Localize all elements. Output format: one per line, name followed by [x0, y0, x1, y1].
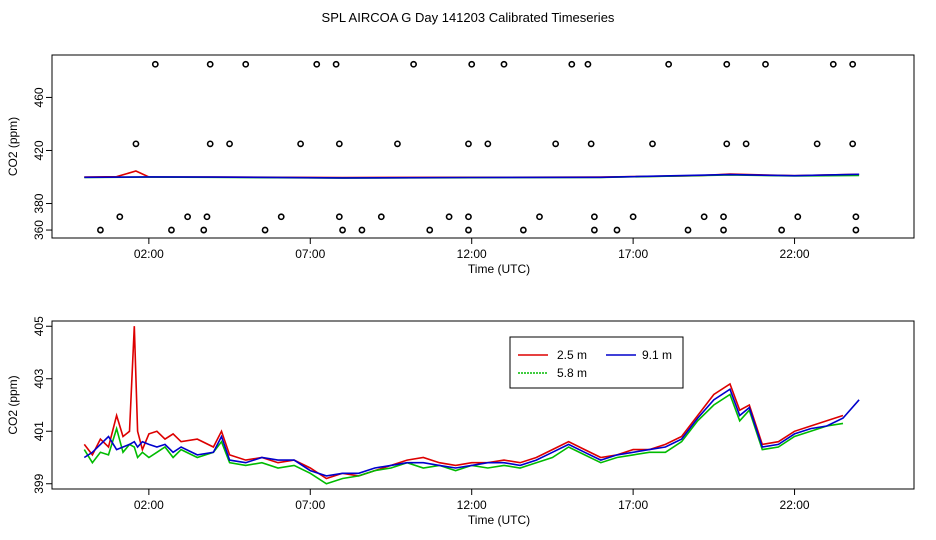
data-point	[445, 213, 453, 221]
data-point	[849, 60, 857, 68]
series-line-2	[83, 387, 860, 477]
data-point	[151, 60, 159, 68]
legend: 2.5 m 9.1 m 5.8 m	[509, 336, 684, 389]
data-point	[762, 60, 769, 68]
data-point	[813, 140, 821, 148]
data-point	[584, 60, 592, 68]
data-point	[465, 140, 472, 148]
x-axis-label: Time (UTC)	[468, 513, 530, 527]
y-tick-label: 405	[32, 316, 46, 336]
data-point	[465, 226, 472, 234]
series-line-2	[84, 173, 860, 179]
data-point	[339, 226, 346, 234]
data-point	[684, 226, 692, 234]
data-point	[358, 226, 366, 234]
plot-frame	[51, 54, 915, 239]
x-tick-label: 22:00	[780, 247, 810, 261]
series-line-1	[83, 393, 844, 485]
data-point	[519, 226, 527, 234]
x-tick-label: 17:00	[618, 498, 648, 512]
data-point	[206, 140, 214, 148]
data-point	[410, 60, 417, 68]
data-point	[852, 213, 860, 221]
x-tick-label: 07:00	[295, 247, 325, 261]
data-point	[184, 213, 191, 221]
data-point	[261, 226, 269, 234]
data-point	[313, 60, 321, 68]
y-axis-label: CO2 (ppm)	[6, 117, 20, 176]
y-tick-label: 460	[32, 87, 46, 107]
data-point	[377, 213, 385, 221]
data-point	[613, 226, 621, 234]
data-point	[700, 213, 708, 221]
data-point	[500, 60, 508, 68]
data-point	[590, 226, 598, 234]
data-point	[226, 140, 233, 148]
data-point	[852, 226, 860, 234]
data-point	[97, 226, 104, 234]
x-axis-label: Time (UTC)	[468, 262, 530, 276]
data-point	[484, 140, 492, 148]
bottom-panel: 02:00 07:00 12:00 17:00 22:00 399 401 403 405 Tim…	[6, 316, 915, 527]
data-point	[332, 60, 340, 68]
data-point	[720, 226, 727, 234]
x-tick-label: 22:00	[780, 498, 810, 512]
data-point	[849, 140, 857, 148]
data-point	[587, 140, 595, 148]
top-panel: 02:00 07:00 12:00 17:00 22:00 360 380 420 460 Tim…	[6, 54, 915, 276]
x-tick-label: 02:00	[134, 247, 164, 261]
y-tick-label: 399	[32, 473, 46, 493]
data-point	[203, 213, 211, 221]
data-point	[168, 226, 175, 234]
data-point	[742, 140, 750, 148]
data-point	[297, 140, 304, 148]
x-tick-label: 12:00	[457, 498, 487, 512]
data-point	[629, 213, 637, 221]
legend-label: 5.8 m	[557, 366, 587, 380]
data-point	[723, 140, 731, 148]
y-tick-label: 360	[32, 220, 46, 240]
data-point	[468, 60, 476, 68]
legend-box	[509, 336, 684, 389]
legend-label: 2.5 m	[557, 348, 587, 362]
data-point	[590, 213, 598, 221]
data-point	[206, 60, 214, 68]
y-tick-label: 401	[32, 421, 46, 441]
data-point	[394, 140, 401, 148]
data-point	[649, 140, 656, 148]
data-point	[552, 140, 560, 148]
data-point	[465, 213, 472, 221]
x-tick-label: 17:00	[618, 247, 648, 261]
data-point	[665, 60, 673, 68]
data-point	[335, 213, 343, 221]
data-point	[426, 226, 434, 234]
figure-title: SPL AIRCOA G Day 141203 Calibrated Times…	[322, 10, 615, 25]
series-line-0	[83, 326, 844, 480]
data-point	[829, 60, 837, 68]
data-point	[242, 60, 250, 68]
y-tick-label: 420	[32, 140, 46, 160]
data-point	[568, 60, 576, 68]
data-point	[794, 213, 802, 221]
x-tick-label: 07:00	[295, 498, 325, 512]
data-point	[200, 226, 208, 234]
data-point	[335, 140, 343, 148]
legend-label: 9.1 m	[642, 348, 672, 362]
data-point	[116, 213, 124, 221]
data-point	[536, 213, 543, 221]
y-tick-label: 403	[32, 368, 46, 388]
data-point	[778, 226, 786, 234]
plot-frame	[51, 320, 915, 490]
data-point	[132, 140, 140, 148]
x-tick-label: 12:00	[457, 247, 487, 261]
data-point	[277, 213, 285, 221]
data-point	[723, 60, 731, 68]
x-tick-label: 02:00	[134, 498, 164, 512]
y-axis-label: CO2 (ppm)	[6, 375, 20, 434]
y-tick-label: 380	[32, 193, 46, 213]
data-point	[720, 213, 727, 221]
